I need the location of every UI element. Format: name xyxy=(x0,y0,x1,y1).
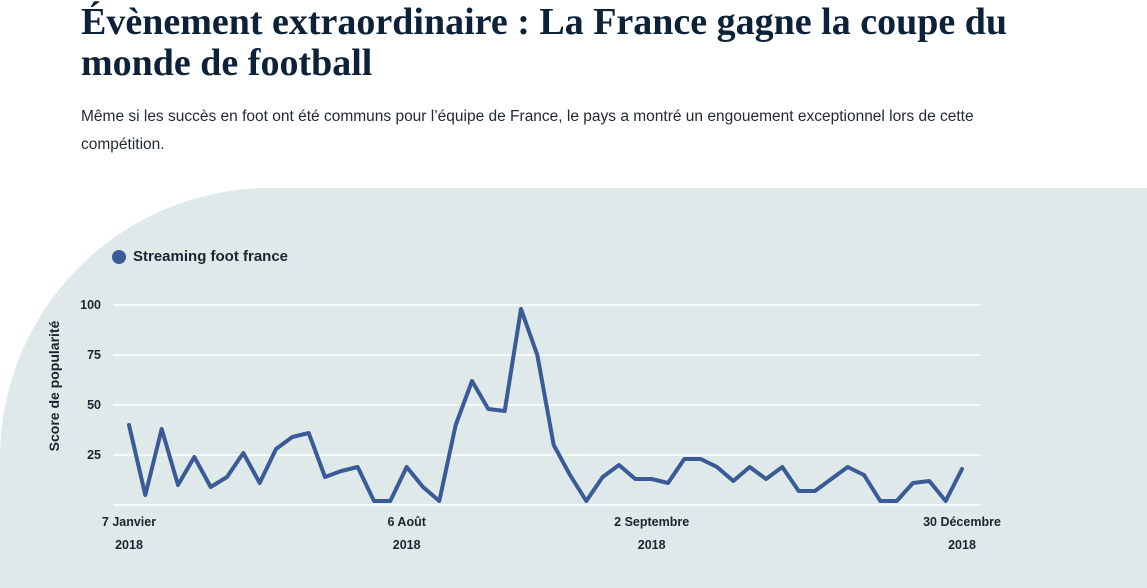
x-tick-label: 30 Décembre xyxy=(923,515,1001,529)
series-line-0 xyxy=(127,307,964,503)
y-tick-label: 50 xyxy=(87,398,101,412)
chart-panel xyxy=(0,188,1147,588)
page-title: Évènement extraordinaire : La France gag… xyxy=(81,1,1007,84)
chart-legend[interactable]: Streaming foot france xyxy=(112,248,288,265)
x-tick-labels: 7 Janvier 2018 6 Août 2018 2 Septembre 2018 30… xyxy=(102,515,1001,552)
y-tick-label: 100 xyxy=(80,298,101,312)
x-tick-year: 2018 xyxy=(115,538,143,552)
x-tick-label: 2 Septembre xyxy=(614,515,689,529)
x-tick-label: 7 Janvier xyxy=(102,515,156,529)
legend-label: Streaming foot france xyxy=(133,248,289,265)
page-subtitle: Même si les succès en foot ont été commu… xyxy=(81,108,974,153)
x-tick-year: 2018 xyxy=(638,538,666,552)
y-tick-label: 25 xyxy=(87,448,101,462)
series-lines xyxy=(127,307,964,503)
x-tick-year: 2018 xyxy=(948,538,976,552)
y-tick-labels: 25 50 75 100 xyxy=(80,298,101,462)
x-tick-label: 6 Août xyxy=(387,515,426,529)
y-axis-label: Score de popularité xyxy=(46,320,62,451)
y-tick-label: 75 xyxy=(87,348,101,362)
x-tick-year: 2018 xyxy=(393,538,421,552)
legend-marker xyxy=(112,249,126,264)
